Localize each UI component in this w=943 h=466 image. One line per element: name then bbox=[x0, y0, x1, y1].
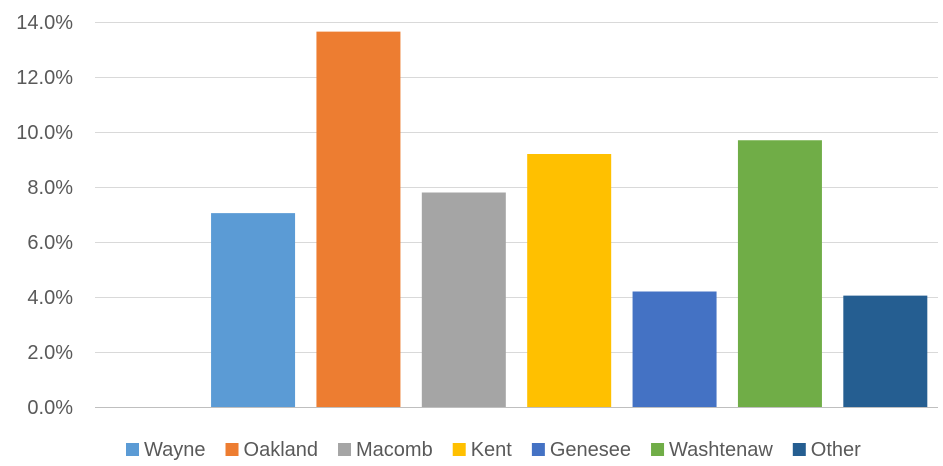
legend-label: Genesee bbox=[550, 439, 631, 461]
y-tick-label: 6.0% bbox=[27, 232, 73, 254]
y-tick-label: 14.0% bbox=[16, 12, 73, 34]
y-tick-label: 8.0% bbox=[27, 177, 73, 199]
bar-washtenaw bbox=[737, 140, 822, 407]
legend-label: Macomb bbox=[356, 439, 433, 461]
y-tick-label: 4.0% bbox=[27, 287, 73, 309]
legend-swatch bbox=[452, 443, 466, 456]
legend-swatch bbox=[792, 443, 806, 456]
y-tick-label: 2.0% bbox=[27, 342, 73, 364]
y-tick-label: 10.0% bbox=[16, 122, 73, 144]
legend-label: Washtenaw bbox=[669, 439, 773, 461]
y-tick-label: 12.0% bbox=[16, 67, 73, 89]
legend-swatch bbox=[651, 443, 665, 456]
bar-macomb bbox=[421, 192, 506, 407]
legend-label: Kent bbox=[471, 439, 513, 461]
bar-wayne bbox=[211, 213, 296, 407]
legend-swatch bbox=[225, 443, 239, 456]
bar-oakland bbox=[316, 31, 401, 407]
y-axis-tick-labels: 0.0% 2.0% 4.0% 6.0% 8.0% 10.0% 12.0% 14.0% bbox=[16, 12, 73, 419]
bar-genesee bbox=[632, 291, 717, 407]
bar-kent bbox=[527, 154, 612, 407]
legend-label: Wayne bbox=[144, 439, 206, 461]
legend-swatch bbox=[126, 443, 139, 456]
y-tick-label: 0.0% bbox=[27, 397, 73, 419]
legend: Wayne Oakland Macomb Kent Genesee Washtenaw Ot… bbox=[126, 439, 861, 461]
legend-label: Other bbox=[811, 439, 861, 461]
legend-swatch bbox=[531, 443, 545, 456]
bar-other bbox=[843, 295, 928, 407]
legend-swatch bbox=[338, 443, 352, 456]
legend-label: Oakland bbox=[244, 439, 319, 461]
bars bbox=[211, 31, 928, 407]
